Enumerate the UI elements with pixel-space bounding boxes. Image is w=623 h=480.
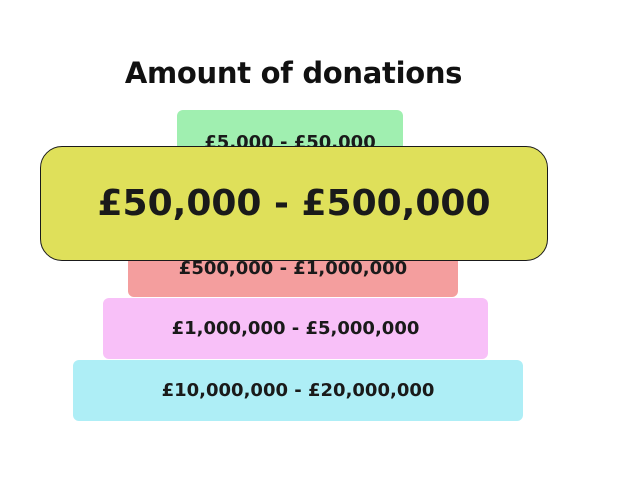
tier-1m-5m[interactable]: £1,000,000 - £5,000,000 bbox=[103, 298, 488, 359]
tier-10m-20m[interactable]: £10,000,000 - £20,000,000 bbox=[73, 360, 523, 421]
tier-50k-500k-highlighted[interactable]: £50,000 - £500,000 bbox=[40, 146, 548, 261]
page-title: Amount of donations bbox=[124, 56, 463, 90]
tier-label: £1,000,000 - £5,000,000 bbox=[171, 318, 420, 339]
tier-label: £10,000,000 - £20,000,000 bbox=[161, 380, 435, 401]
tier-label: £500,000 - £1,000,000 bbox=[178, 258, 408, 279]
tier-label: £50,000 - £500,000 bbox=[97, 183, 491, 224]
